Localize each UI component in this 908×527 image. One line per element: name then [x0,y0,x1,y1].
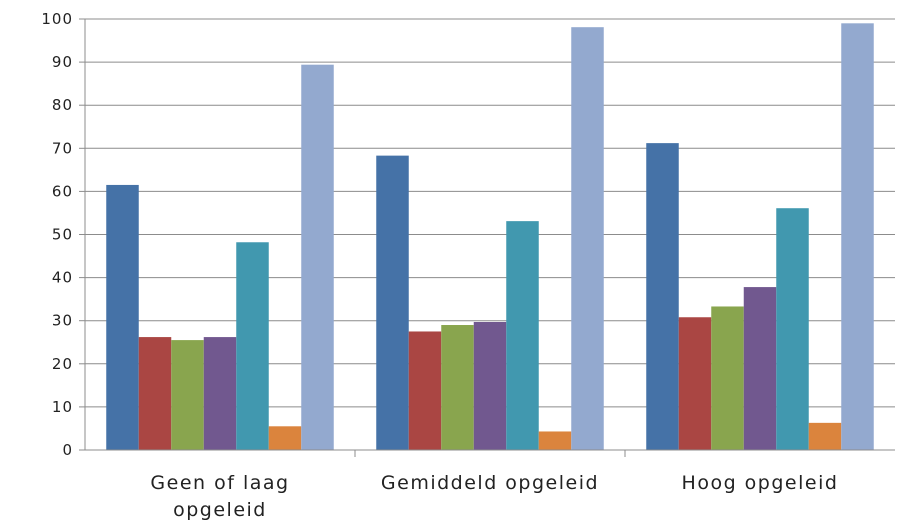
bar [268,426,302,450]
bar [743,287,777,450]
x-category-label: Gemiddeld opgeleid [381,472,599,494]
bar [138,337,172,450]
y-tick-labels: 0 10 20 30 40 50 60 70 80 90 100 [41,10,73,459]
y-tick-label: 80 [52,96,73,114]
bar [538,431,572,450]
y-tick-label: 20 [52,355,73,373]
x-category-label: Geen of laag [150,472,289,494]
axes [79,18,895,457]
y-tick-label: 70 [52,139,73,157]
y-tick-label: 30 [52,312,73,330]
bar [711,306,744,450]
bar [236,242,269,450]
x-category-labels: Geen of laag opgeleid Gemiddeld opgeleid Ho… [150,472,839,521]
y-tick-label: 100 [41,10,73,28]
x-category-label: Hoog opgeleid [682,472,839,494]
bar [441,325,474,450]
bar [841,23,874,451]
x-category-label: opgeleid [173,499,267,521]
bar [408,331,442,450]
bar [571,27,604,451]
bar [473,321,507,450]
bar [301,64,334,450]
y-tick-label: 0 [62,441,73,459]
bar [171,340,204,450]
bar [646,143,679,451]
bars [106,23,874,451]
y-tick-label: 10 [52,398,73,416]
bar [376,155,409,450]
y-tick-label: 60 [52,182,73,200]
y-tick-label: 90 [52,53,73,71]
y-tick-label: 50 [52,226,73,244]
bar [808,422,842,450]
bar [776,208,809,450]
bar [678,317,712,450]
bar [506,221,539,450]
bar [203,337,237,450]
bar [106,184,139,450]
y-tick-label: 40 [52,269,73,287]
